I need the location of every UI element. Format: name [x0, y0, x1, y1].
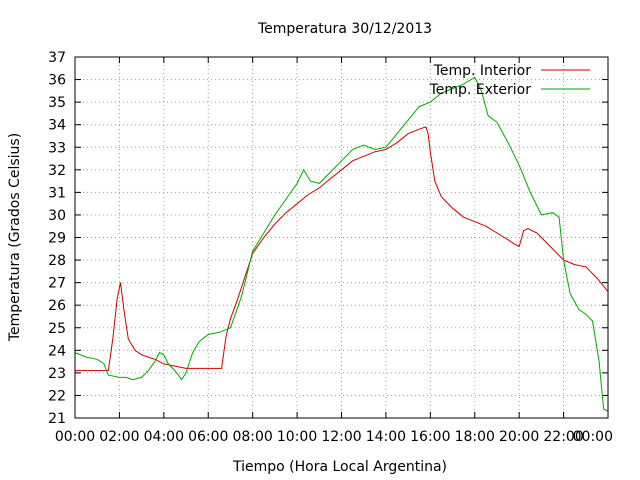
legend-label: Temp. Exterior — [429, 82, 532, 98]
y-tick-label: 30 — [48, 208, 66, 224]
y-tick-label: 35 — [48, 95, 66, 111]
y-tick-label: 27 — [48, 276, 66, 292]
y-tick-label: 29 — [48, 231, 66, 247]
plot-series — [74, 76, 609, 412]
y-tick-label: 23 — [48, 366, 66, 382]
y-tick-label: 33 — [48, 140, 66, 156]
x-tick-labels: 00:00 02:00 04:00 06:00 08:00 10:00 12:00 14:00… — [55, 429, 613, 445]
y-axis-label: Temperatura (Grados Celsius) — [7, 133, 23, 342]
x-tick-label: 02:00 — [99, 429, 139, 445]
x-tick-label: 12:00 — [321, 429, 361, 445]
y-tick-label: 37 — [48, 50, 66, 66]
y-tick-label: 32 — [48, 163, 66, 179]
x-tick-label: 08:00 — [232, 429, 272, 445]
legend: Temp. Interior Temp. Exterior — [429, 63, 590, 98]
y-tick-label: 28 — [48, 253, 66, 269]
x-axis-label: Tiempo (Hora Local Argentina) — [232, 459, 447, 475]
plot-frame — [74, 56, 609, 419]
y-tick-label: 34 — [48, 118, 66, 134]
x-tick-label: 14:00 — [366, 429, 406, 445]
y-tick-label: 26 — [48, 298, 66, 314]
y-tick-label: 25 — [48, 321, 66, 337]
series-line-exterior — [74, 76, 609, 412]
y-tick-labels: 21 22 23 24 25 26 27 28 29 30 31 32 33 34 35 36 37 — [48, 50, 66, 427]
series-line-interior — [75, 126, 609, 372]
x-tick-label: 20:00 — [499, 429, 539, 445]
x-tick-label: 00:00 — [573, 429, 613, 445]
y-tick-label: 21 — [48, 411, 66, 427]
y-tick-label: 22 — [48, 388, 66, 404]
x-tick-label: 18:00 — [455, 429, 495, 445]
chart-title: Temperatura 30/12/2013 — [257, 21, 432, 37]
x-tick-label: 00:00 — [55, 429, 95, 445]
y-tick-label: 31 — [48, 185, 66, 201]
x-tick-label: 22:00 — [543, 429, 583, 445]
legend-label: Temp. Interior — [433, 63, 532, 79]
grid-lines — [75, 57, 608, 418]
x-tick-label: 06:00 — [188, 429, 228, 445]
x-tick-label: 16:00 — [410, 429, 450, 445]
y-tick-label: 36 — [48, 73, 66, 89]
x-tick-label: 04:00 — [144, 429, 184, 445]
y-tick-label: 24 — [48, 343, 66, 359]
x-tick-label: 10:00 — [277, 429, 317, 445]
